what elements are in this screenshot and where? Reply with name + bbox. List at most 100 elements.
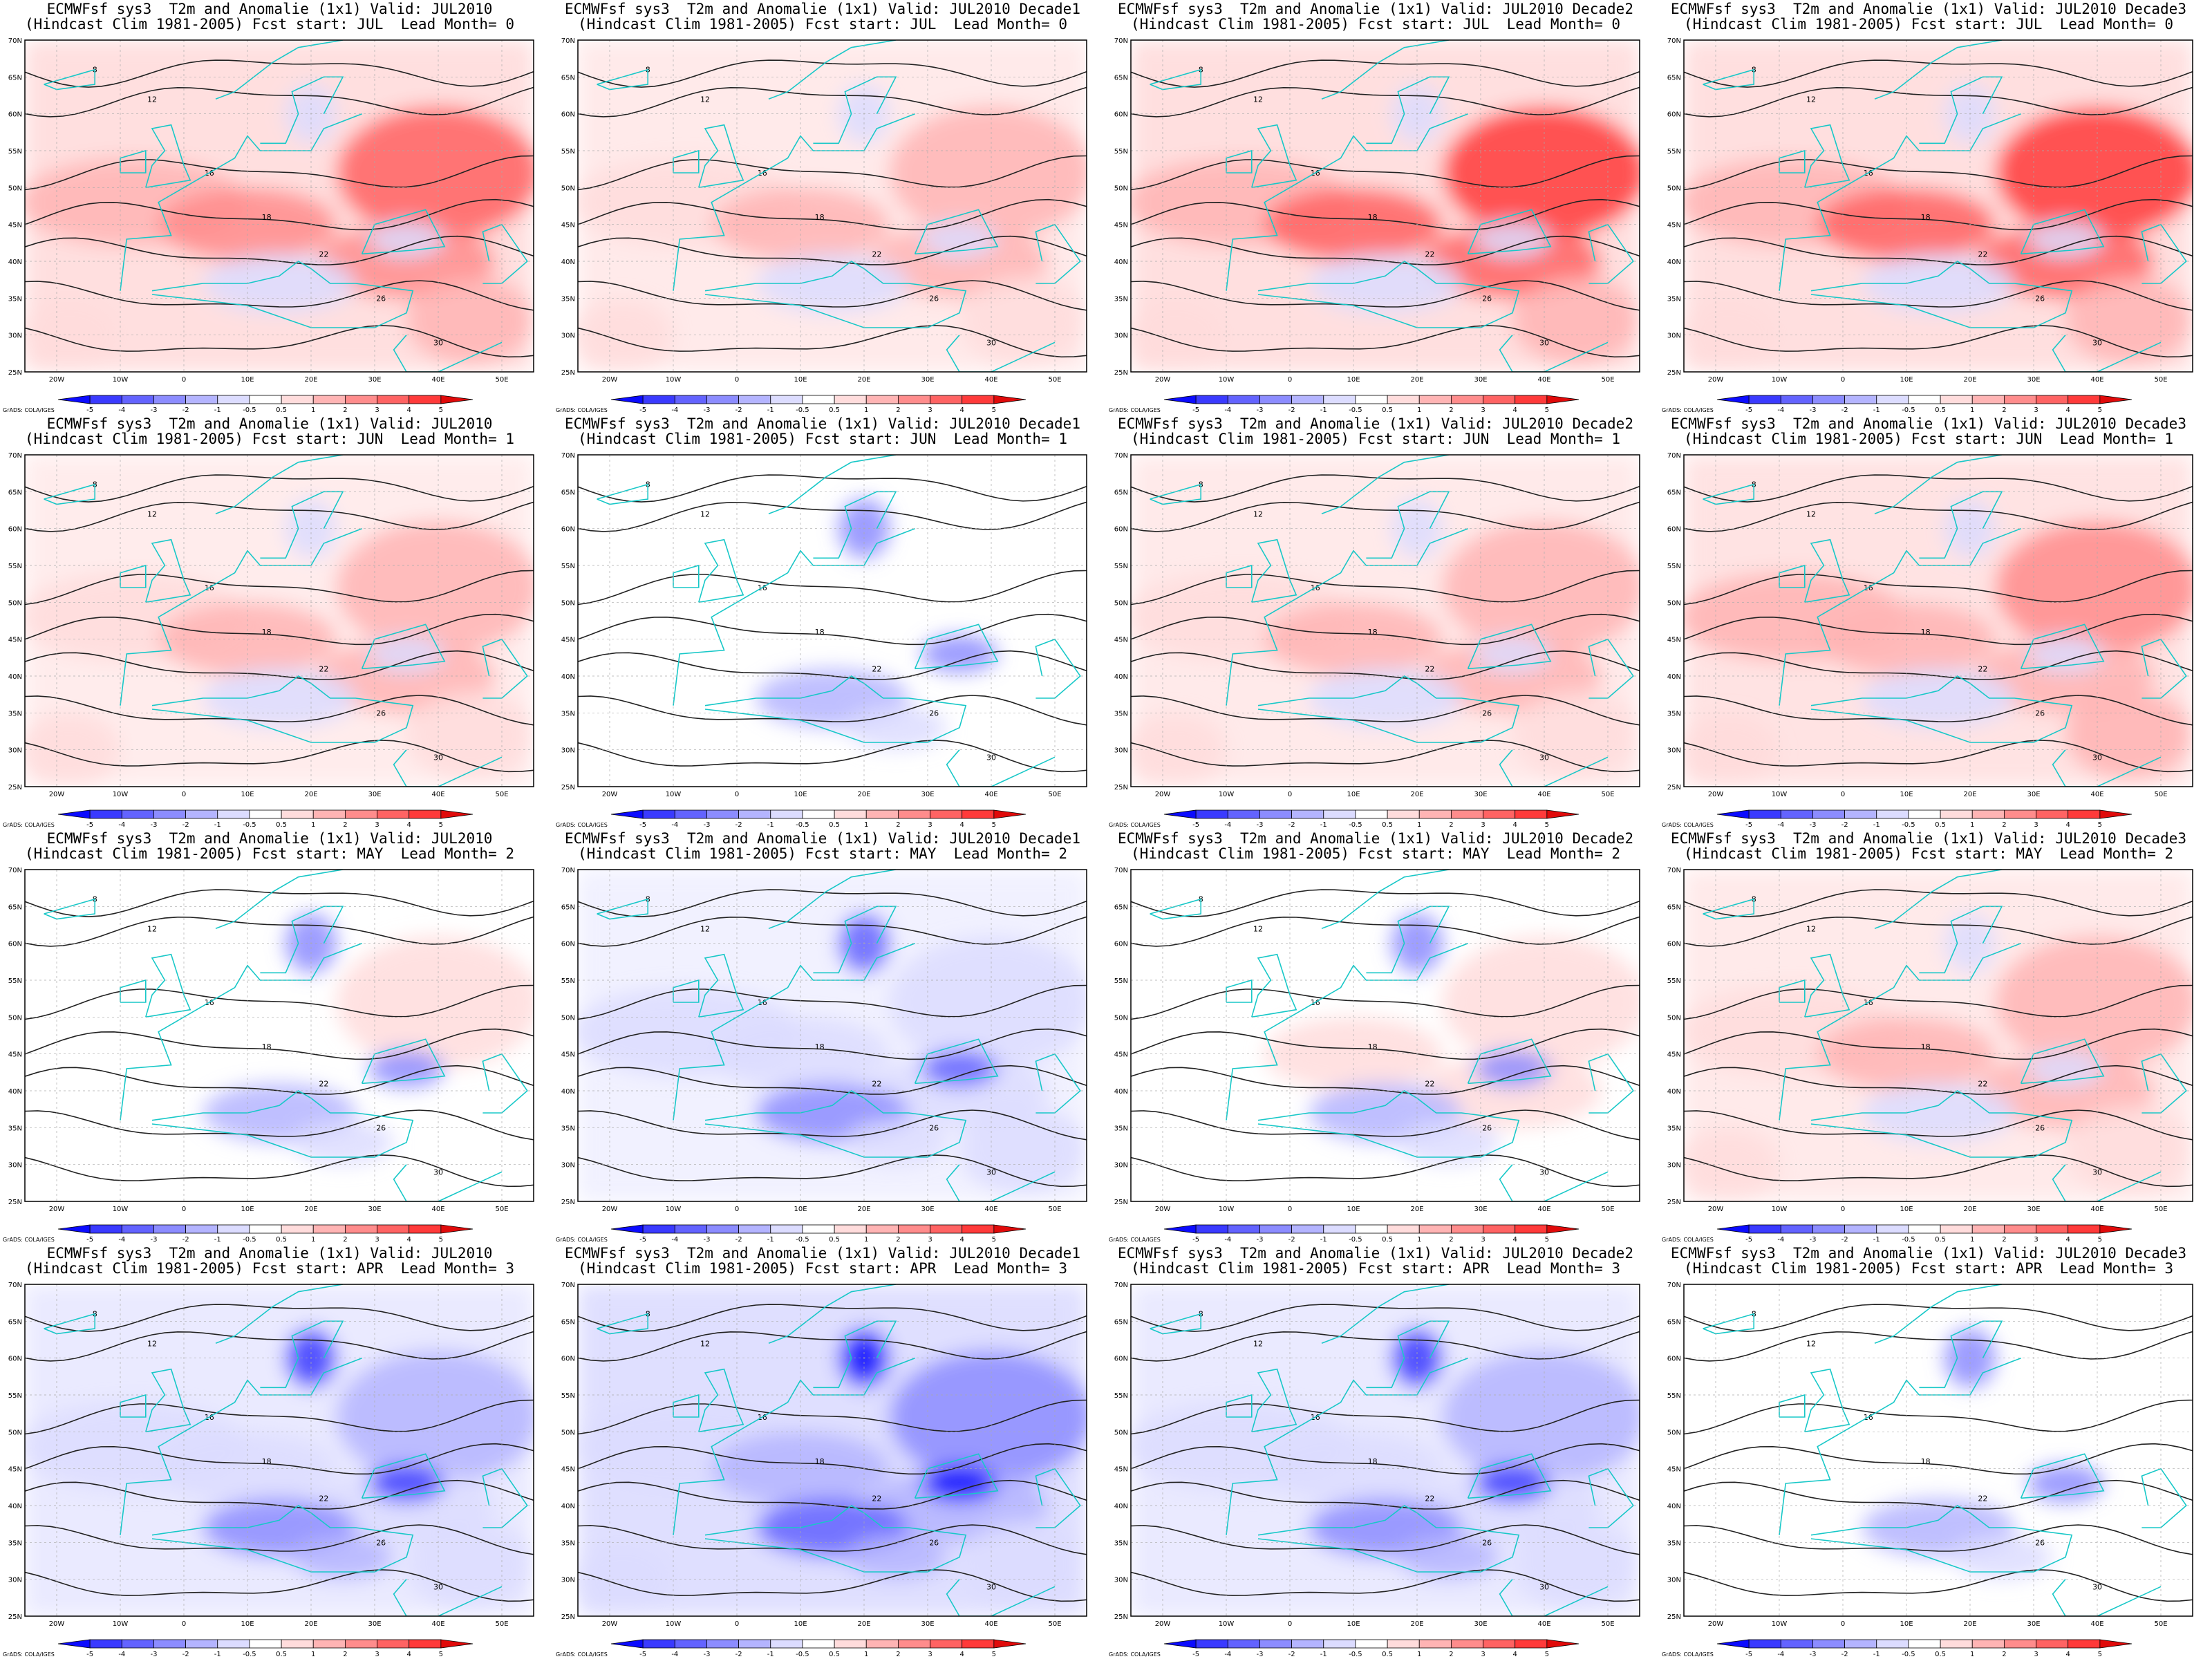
anomaly-blob [1309, 254, 1462, 313]
anomaly-blob [959, 1105, 1087, 1194]
lon-label: 20W [49, 376, 65, 384]
contour-label: 26 [1482, 294, 1492, 303]
lon-label: 0 [182, 1206, 186, 1213]
contour-label: 18 [262, 213, 272, 222]
coastline [1919, 491, 2003, 559]
contour-label: 30 [1539, 338, 1549, 347]
lon-label: 20E [1410, 1206, 1423, 1213]
coastline [215, 1284, 344, 1344]
lon-label: 40E [1537, 1620, 1550, 1628]
anomaly-blob [1862, 254, 2015, 313]
colorbar-swatch [1163, 809, 1197, 819]
grads-credit: GrADS: COLA/IGES [1109, 407, 1161, 413]
lat-label: 60N [8, 526, 22, 534]
colorbar-label: -4 [671, 821, 678, 829]
lat-label: 30N [8, 332, 22, 340]
coastline [813, 1320, 897, 1389]
lat-label: 40N [561, 1503, 575, 1510]
colorbar-label: 5 [992, 1651, 996, 1658]
lon-label: 20W [1708, 1620, 1724, 1628]
coastline [1150, 1313, 1201, 1335]
colorbar-swatch [440, 809, 474, 819]
lat-label: 30N [561, 747, 575, 755]
colorbar-swatch [57, 809, 91, 819]
contour-line [1684, 1443, 2193, 1475]
lat-label: 55N [8, 1392, 22, 1400]
lat-label: 30N [561, 332, 575, 340]
contour-line [1131, 86, 1640, 118]
contour-line [1131, 984, 1640, 1020]
colorbar-swatch [2003, 809, 2036, 819]
contour-line [1131, 1109, 1640, 1141]
map-background [1684, 1284, 2193, 1616]
contour-label: 12 [1806, 95, 1816, 104]
contour-label: 26 [929, 709, 939, 718]
colorbar-label: -1 [214, 406, 221, 414]
lat-label: 40N [561, 259, 575, 266]
map-frame [1130, 454, 1640, 787]
contour-line [578, 474, 1087, 503]
colorbar-label: -0.5 [243, 1236, 256, 1244]
contour-label: 12 [1806, 924, 1816, 933]
grads-credit: GrADS: COLA/IGES [3, 1237, 55, 1243]
colorbar-swatch [1195, 809, 1228, 819]
coastline [1035, 223, 1081, 284]
colorbar-label: 5 [1545, 406, 1549, 414]
coastline [215, 870, 344, 930]
colorbar-swatch [1812, 395, 1846, 404]
coastline [1779, 942, 2021, 1121]
grads-credit: GrADS: COLA/IGES [1109, 822, 1161, 828]
lat-label: 65N [561, 903, 575, 911]
lat-label: 70N [1667, 37, 1681, 45]
contour-line [1131, 155, 1640, 191]
lat-label: 25N [561, 369, 575, 377]
contour-label: 18 [262, 1457, 272, 1466]
colorbar-label: -3 [1809, 1236, 1816, 1244]
lon-label: 20W [1155, 791, 1171, 798]
colorbar-label: 4 [1513, 1236, 1517, 1244]
colorbar-swatch [1355, 1224, 1388, 1234]
coastline [1588, 638, 1634, 699]
colorbar-label: -5 [86, 1236, 93, 1244]
contour-line [1131, 1065, 1640, 1095]
colorbar-label: -2 [1841, 406, 1848, 414]
colorbar-label: -2 [735, 821, 742, 829]
lat-label: 60N [561, 1356, 575, 1363]
colorbar-label: 3 [375, 821, 379, 829]
colorbar-swatch [1908, 809, 1941, 819]
colorbar-label: -3 [703, 821, 710, 829]
lon-label: 30E [921, 1620, 934, 1628]
coastline [1226, 113, 1468, 291]
colorbar-label: 4 [1513, 821, 1517, 829]
colorbar-label: 1 [1417, 1651, 1421, 1658]
coastline [1257, 675, 1520, 743]
colorbar-label: 1 [311, 1236, 315, 1244]
panel-title: ECMWFsf sys3 T2m and Anomalie (1x1) Vali… [1671, 1, 2186, 17]
coastline [44, 68, 95, 91]
colorbar-swatch [1291, 809, 1324, 819]
lat-label: 35N [1114, 1539, 1128, 1547]
lon-label: 50E [495, 1206, 508, 1213]
coastline [1366, 1320, 1450, 1389]
colorbar-swatch [865, 395, 899, 404]
colorbar-swatch [1748, 1639, 1781, 1649]
coastline [1035, 1053, 1081, 1114]
coastline [1257, 1505, 1520, 1573]
anomaly-map: 812161822263070N65N60N55N50N45N40N35N30N… [556, 452, 1087, 829]
coastline [1810, 1505, 2073, 1573]
contour-label: 22 [872, 1079, 881, 1088]
contour-label: 12 [1253, 95, 1263, 104]
anomaly-blob [2065, 1105, 2193, 1194]
map-frame [1683, 454, 2193, 787]
lon-label: 50E [1048, 1620, 1061, 1628]
colorbar-swatch [1450, 1639, 1483, 1649]
lat-label: 45N [8, 222, 22, 229]
lat-label: 45N [8, 1051, 22, 1059]
colorbar-swatch [802, 1639, 835, 1649]
colorbar-swatch [1259, 1639, 1293, 1649]
lat-label: 65N [1667, 489, 1681, 496]
colorbar-swatch [89, 395, 122, 404]
colorbar-label: 4 [2066, 1651, 2070, 1658]
lon-label: 10E [241, 376, 254, 384]
lat-label: 60N [561, 526, 575, 534]
